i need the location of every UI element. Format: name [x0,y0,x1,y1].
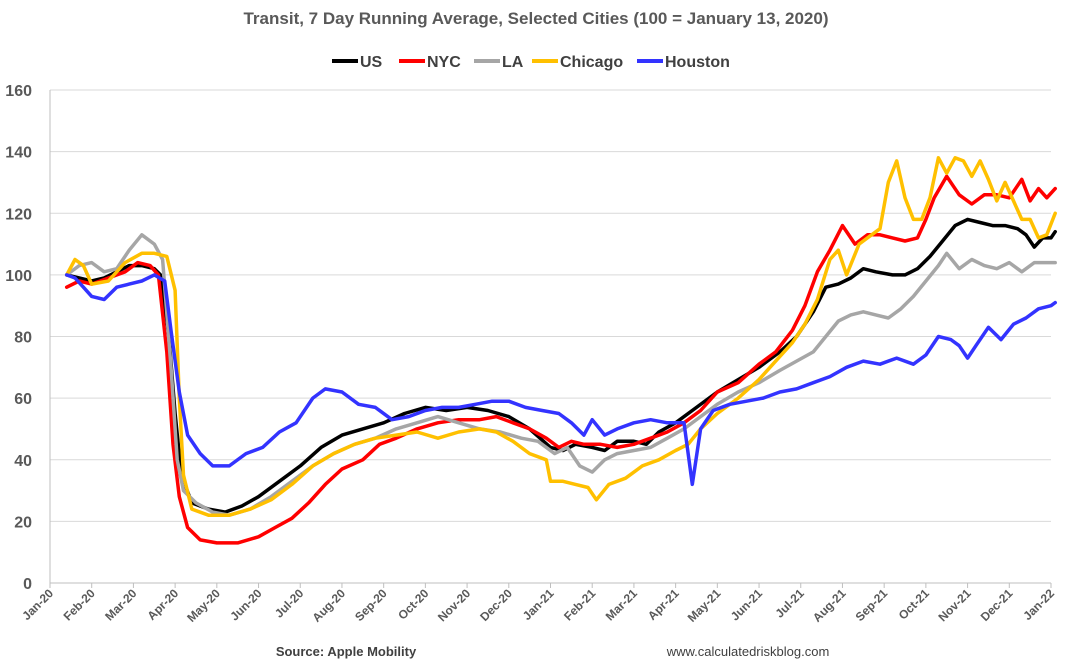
x-tick-label: Sep-20 [352,586,390,624]
x-tick-label: Feb-21 [561,586,598,623]
y-tick-label: 160 [5,83,32,100]
series-line-houston [64,273,1057,487]
y-tick-label: 60 [14,391,32,408]
y-tick-label: 120 [5,206,32,223]
x-tick-label: Jun-20 [227,586,264,623]
x-tick-label: Aug-20 [309,586,348,625]
x-tick-label: Oct-21 [896,586,933,623]
x-tick-label: Aug-21 [810,586,849,625]
website-note: www.calculatedriskblog.com [666,644,830,659]
x-tick-label: Jul-20 [272,586,307,621]
x-tick-label: Nov-21 [936,586,974,624]
series-group [64,156,1057,545]
x-tick-label: Mar-20 [102,586,139,623]
y-tick-label: 100 [5,268,32,285]
legend-label-la: LA [502,54,524,71]
series-line-us [64,217,1057,514]
legend-label-nyc: NYC [427,54,461,71]
x-tick-label: Apr-20 [144,586,181,623]
x-tick-label: May-21 [685,586,724,625]
x-tick-label: Apr-21 [645,586,682,623]
x-tick-label: May-20 [184,586,223,625]
legend-label-us: US [360,54,383,71]
legend-label-houston: Houston [665,54,730,71]
series-line-nyc [64,174,1057,545]
x-tick-label: Oct-20 [395,586,432,623]
y-tick-label: 20 [14,514,32,531]
x-tick-label: Jan-22 [1020,586,1057,623]
legend: US NYC LA Chicago Houston [332,54,730,71]
grid [50,89,1051,522]
x-tick-label: Dec-20 [477,586,515,624]
series-line-chicago [64,156,1057,517]
x-tick-label: Nov-20 [435,586,473,624]
y-tick-label: 40 [14,453,32,470]
legend-label-chicago: Chicago [560,54,623,71]
x-tick-label: Feb-20 [61,586,98,623]
x-tick-label: Mar-21 [603,586,640,623]
x-tick-label: Jun-21 [728,586,765,623]
y-tick-label: 80 [14,330,32,347]
x-tick-label: Jan-21 [520,586,557,623]
series-line-la [64,233,1057,517]
chart-title: Transit, 7 Day Running Average, Selected… [243,9,828,28]
x-tick-label: Sep-21 [853,586,891,624]
source-note: Source: Apple Mobility [276,644,417,659]
y-tick-label: 140 [5,145,32,162]
x-tick-label: Dec-21 [978,586,1016,624]
x-tick-label: Jul-21 [772,586,807,621]
y-tick-label: 0 [23,576,32,593]
